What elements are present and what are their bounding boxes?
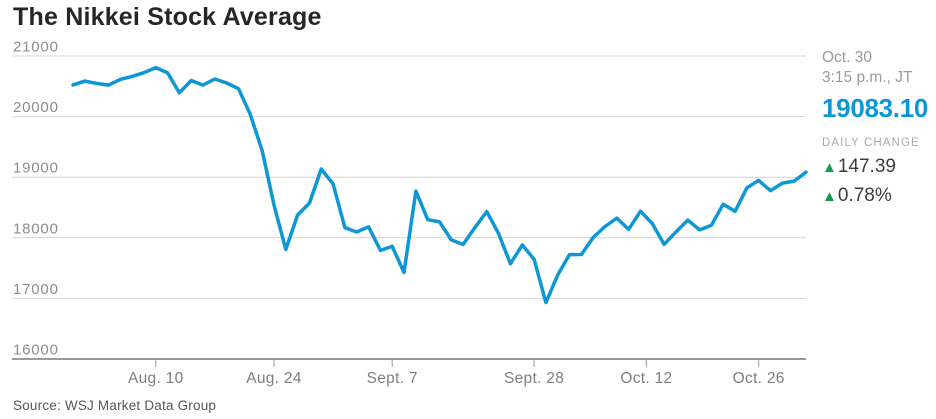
y-axis-label: 17000: [13, 281, 59, 298]
quote-price: 19083.10: [822, 93, 929, 123]
x-axis-label: Oct. 26: [733, 370, 785, 387]
y-axis-label: 21000: [13, 39, 59, 56]
daily-change-pct-row: ▲0.78%: [822, 185, 936, 207]
price-line: [71, 65, 808, 305]
y-axis-label: 20000: [13, 99, 59, 116]
x-axis-label: Sept. 28: [504, 370, 564, 387]
up-triangle-icon: ▲: [822, 159, 837, 176]
quote-panel: Oct. 30 3:15 p.m., JT 19083.10 DAILY CHA…: [822, 48, 936, 207]
x-axis-label: Aug. 24: [246, 370, 302, 387]
quote-time: 3:15 p.m., JT: [822, 69, 913, 86]
daily-change-abs-value: 147.39: [837, 156, 896, 177]
daily-change-abs-row: ▲147.39: [822, 156, 936, 178]
up-triangle-icon: ▲: [822, 188, 837, 205]
x-axis-label: Aug. 10: [128, 370, 184, 387]
y-axis-label: 19000: [13, 160, 59, 177]
quote-date: Oct. 30: [822, 49, 872, 66]
daily-change-label: DAILY CHANGE: [822, 137, 920, 149]
daily-change-pct-value: 0.78%: [837, 185, 892, 206]
y-axis-label: 16000: [13, 342, 59, 359]
y-axis-label: 18000: [13, 220, 59, 237]
source-attribution: Source: WSJ Market Data Group: [13, 398, 217, 413]
x-axis-label: Oct. 12: [620, 370, 672, 387]
x-axis-label: Sept. 7: [367, 370, 418, 387]
chart-title: The Nikkei Stock Average: [13, 3, 322, 31]
